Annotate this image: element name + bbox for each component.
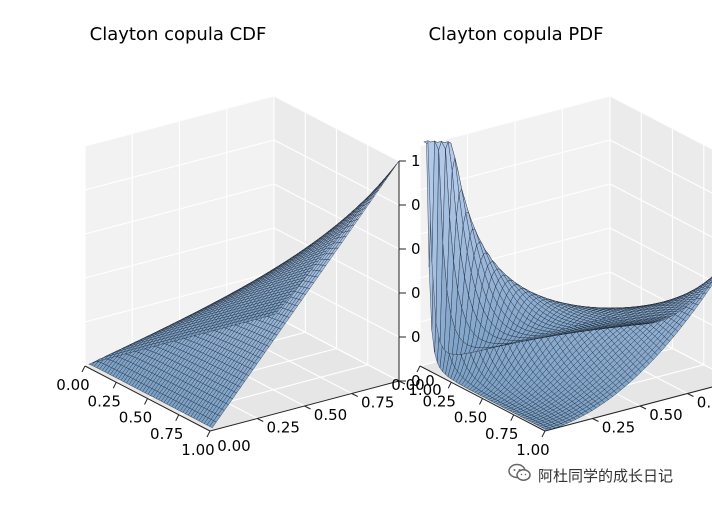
cdf-axes: 0.00.20.40.60.81.00.000.250.500.751.000.… <box>56 95 442 459</box>
y-tick <box>351 393 358 397</box>
surface-cell <box>270 310 279 316</box>
x-tick-label: 0.75 <box>150 425 183 443</box>
subplot-pdf: Clayton copula PDF 0123450.000.250.500.7… <box>391 24 712 459</box>
y-tick <box>257 418 264 422</box>
y-corner-tick-label: 0.00 <box>217 437 250 455</box>
wechat-icon <box>508 463 532 487</box>
y-tick-label: 0.75 <box>697 394 712 412</box>
subplot-cdf: Clayton copula CDF 0.00.20.40.60.81.00.0… <box>56 24 441 459</box>
x-tick-label: 0.50 <box>119 409 152 427</box>
y-tick-label: 0.50 <box>649 406 682 424</box>
x-tick-label: 1.00 <box>516 441 549 459</box>
x-tick-label: 0.00 <box>391 376 424 394</box>
y-tick-label: 0.25 <box>602 419 635 437</box>
x-tick-label: 0.00 <box>56 376 89 394</box>
cdf-title: Clayton copula CDF <box>90 24 267 45</box>
surface <box>88 160 400 429</box>
y-tick <box>398 380 406 385</box>
x-tick <box>541 430 546 438</box>
x-tick-label: 0.25 <box>423 392 456 410</box>
y-tick <box>304 405 311 410</box>
surface <box>423 140 712 431</box>
x-tick <box>206 430 211 438</box>
x-tick <box>144 398 148 405</box>
y-tick <box>687 393 694 397</box>
y-tick <box>639 405 647 410</box>
x-tick <box>510 414 515 421</box>
x-tick-label: 1.00 <box>181 441 214 459</box>
y-tick-label: 0.75 <box>361 394 394 412</box>
x-tick <box>112 382 117 389</box>
x-tick <box>447 382 452 389</box>
x-tick <box>175 414 180 421</box>
y-tick <box>592 418 599 422</box>
watermark: 阿杜同学的成长日记 <box>508 462 673 488</box>
pdf-axes: 0123450.000.250.500.751.000.250.500.751.… <box>391 95 712 459</box>
x-tick <box>81 365 86 373</box>
pdf-title: Clayton copula PDF <box>428 24 603 45</box>
x-tick-label: 0.75 <box>485 425 518 443</box>
y-tick-label: 0.50 <box>314 406 347 424</box>
y-tick-label: 1.00 <box>408 381 441 399</box>
x-tick-label: 0.50 <box>454 409 487 427</box>
x-tick-label: 0.25 <box>88 392 121 410</box>
y-tick-label: 0.25 <box>267 419 300 437</box>
watermark-text: 阿杜同学的成长日记 <box>538 466 674 485</box>
x-tick <box>479 398 483 405</box>
z-tick-label: 0.0 <box>411 372 435 390</box>
